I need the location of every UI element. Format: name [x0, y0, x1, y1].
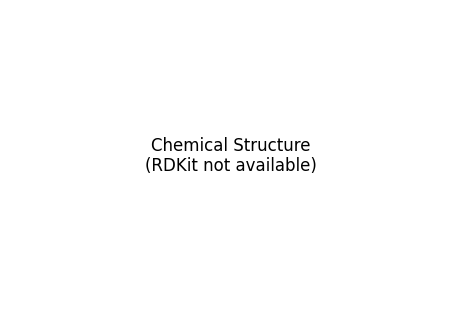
Text: Chemical Structure
(RDKit not available): Chemical Structure (RDKit not available): [145, 137, 317, 175]
